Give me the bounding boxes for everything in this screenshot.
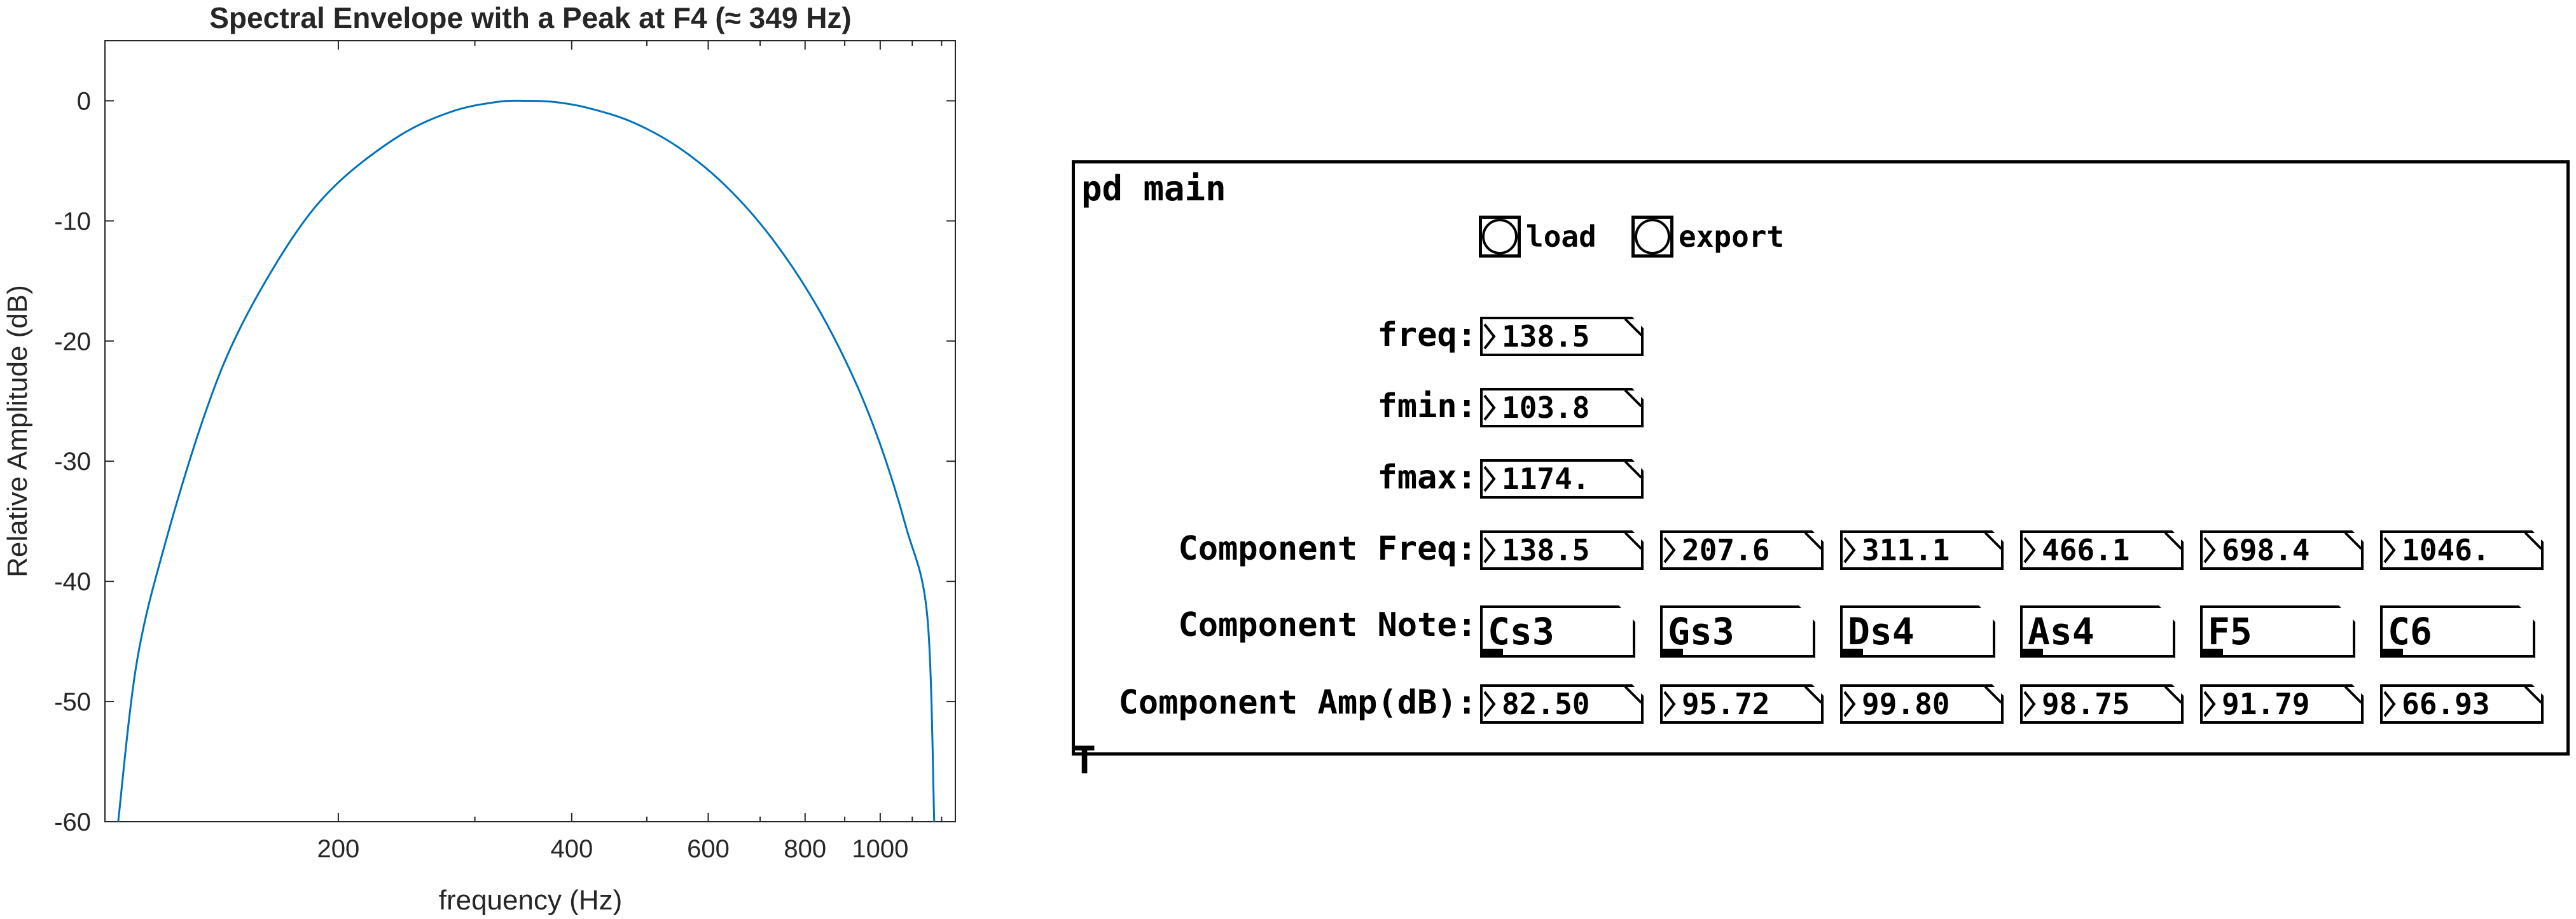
number-arrow-icon	[1663, 533, 1679, 567]
number-arrow-icon	[1843, 533, 1859, 567]
envelope-curve	[117, 99, 936, 822]
component-note-box-1[interactable]: Cs3	[1480, 605, 1635, 658]
component-freq-value: 138.5	[1502, 533, 1590, 567]
component-note-box-2[interactable]: Gs3	[1660, 605, 1815, 658]
load-bang-button[interactable]	[1479, 216, 1521, 258]
fmax-number-box[interactable]: 1174.	[1480, 459, 1644, 499]
component-note-box-3[interactable]: Ds4	[1840, 605, 1995, 658]
component-freq-box-6[interactable]: 1046.	[2380, 530, 2544, 570]
component-amp-box-3[interactable]: 99.80	[1840, 684, 2004, 724]
component-freq-box-5[interactable]: 698.4	[2200, 530, 2364, 570]
component-note-value: F5	[2208, 610, 2252, 653]
inlet-mark	[1843, 649, 1863, 655]
number-arrow-icon	[2023, 687, 2039, 721]
x-tick-label: 800	[784, 835, 826, 863]
plot-area	[104, 40, 956, 822]
freq-label: freq:	[1377, 316, 1477, 354]
component-note-value: Cs3	[1488, 610, 1555, 653]
component-freq-value: 1046.	[2402, 533, 2490, 567]
component-amp-value: 82.50	[1502, 687, 1590, 721]
inlet-mark	[2383, 649, 2403, 655]
pd-canvas: pd main load export freq: 138.5 fmin: 10…	[1072, 160, 2570, 783]
component-amp-value: 91.79	[2222, 687, 2310, 721]
inlet-cursor-glyph: T	[1073, 738, 1097, 783]
fmin-label: fmin:	[1377, 387, 1477, 425]
number-arrow-icon	[1663, 687, 1679, 721]
component-amp-value: 98.75	[2042, 687, 2130, 721]
chart-title: Spectral Envelope with a Peak at F4 (≈ 3…	[209, 1, 851, 34]
y-tick-label: -60	[54, 808, 91, 836]
y-axis-label: Relative Amplitude (dB)	[2, 285, 33, 577]
bang-circle-icon	[1482, 219, 1518, 254]
y-tick-label: -40	[54, 568, 91, 596]
number-arrow-icon	[1843, 687, 1859, 721]
load-bang[interactable]: load	[1479, 214, 1596, 259]
x-tick-label: 400	[550, 835, 593, 863]
y-tick-label: -20	[54, 328, 91, 356]
y-tick-label: -10	[54, 207, 91, 235]
component-freq-box-4[interactable]: 466.1	[2020, 530, 2184, 570]
component-note-box-5[interactable]: F5	[2200, 605, 2355, 658]
component-amp-value: 95.72	[1682, 687, 1770, 721]
x-tick-label: 200	[317, 835, 360, 863]
freq-number-box[interactable]: 138.5	[1480, 317, 1644, 356]
component-amp-value: 99.80	[1862, 687, 1950, 721]
number-arrow-icon	[2383, 687, 2399, 721]
fmax-value: 1174.	[1502, 462, 1590, 496]
y-tick-label: -50	[54, 688, 91, 716]
x-tick-label: 1000	[852, 835, 908, 863]
component-note-value: Ds4	[1848, 610, 1915, 653]
fmin-number-box[interactable]: 103.8	[1480, 388, 1644, 427]
component-note-box-4[interactable]: As4	[2020, 605, 2175, 658]
export-bang-button[interactable]	[1631, 216, 1673, 258]
fmax-label: fmax:	[1377, 459, 1477, 497]
component-note-value: C6	[2388, 610, 2432, 653]
component-freq-box-3[interactable]: 311.1	[1840, 530, 2004, 570]
component-freq-value: 311.1	[1862, 533, 1950, 567]
number-arrow-icon	[2203, 533, 2219, 567]
component-freq-box-1[interactable]: 138.5	[1480, 530, 1644, 570]
component-amp-label: Component Amp(dB):	[1118, 684, 1477, 722]
component-amp-box-6[interactable]: 66.93	[2380, 684, 2544, 724]
component-amp-value: 66.93	[2402, 687, 2490, 721]
fmin-value: 103.8	[1502, 390, 1590, 425]
number-arrow-icon	[1483, 687, 1499, 721]
x-tick-label: 600	[687, 835, 730, 863]
number-arrow-icon	[2203, 687, 2219, 721]
component-amp-box-1[interactable]: 82.50	[1480, 684, 1644, 724]
component-freq-value: 466.1	[2042, 533, 2130, 567]
bang-circle-icon	[1635, 219, 1670, 254]
component-note-box-6[interactable]: C6	[2380, 605, 2535, 658]
patch-title: pd main	[1081, 169, 1226, 209]
inlet-mark	[2023, 649, 2043, 655]
y-tick-label: -30	[54, 448, 91, 476]
component-freq-label: Component Freq:	[1178, 530, 1477, 568]
component-note-value: Gs3	[1668, 610, 1735, 653]
number-arrow-icon	[1483, 533, 1499, 567]
y-tick-label: 0	[77, 87, 91, 115]
number-arrow-icon	[1483, 462, 1499, 496]
x-axis-label: frequency (Hz)	[439, 885, 623, 916]
component-freq-value: 698.4	[2222, 533, 2310, 567]
number-arrow-icon	[2383, 533, 2399, 567]
export-bang[interactable]: export	[1631, 214, 1784, 259]
number-arrow-icon	[1483, 319, 1499, 354]
inlet-mark	[1483, 649, 1503, 655]
inlet-mark	[2203, 649, 2223, 655]
spectral-envelope-chart: Spectral Envelope with a Peak at F4 (≈ 3…	[2, 1, 956, 916]
number-arrow-icon	[1483, 390, 1499, 425]
component-freq-box-2[interactable]: 207.6	[1660, 530, 1824, 570]
component-freq-value: 207.6	[1682, 533, 1770, 567]
component-amp-box-4[interactable]: 98.75	[2020, 684, 2184, 724]
inlet-mark	[1663, 649, 1683, 655]
component-note-label: Component Note:	[1178, 606, 1477, 644]
load-label: load	[1526, 219, 1596, 254]
component-amp-box-2[interactable]: 95.72	[1660, 684, 1824, 724]
number-arrow-icon	[2023, 533, 2039, 567]
component-amp-box-5[interactable]: 91.79	[2200, 684, 2364, 724]
component-note-value: As4	[2028, 610, 2095, 653]
freq-value: 138.5	[1502, 319, 1590, 354]
export-label: export	[1679, 219, 1785, 254]
